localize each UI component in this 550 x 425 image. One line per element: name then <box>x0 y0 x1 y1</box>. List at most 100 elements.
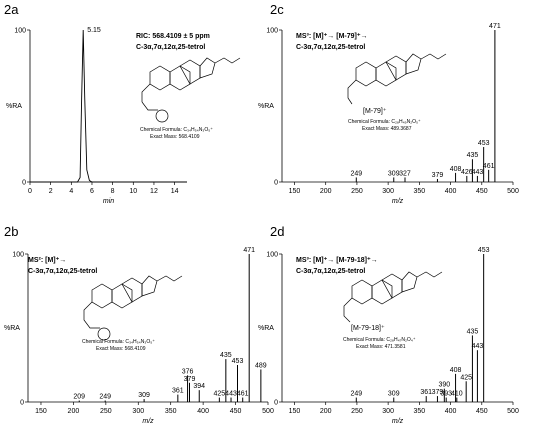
y-tick-label: 100 <box>266 28 278 35</box>
x-axis-label: m/z <box>392 198 404 205</box>
y-tick-label: 100 <box>12 252 24 259</box>
x-tick-label: 10 <box>129 188 137 195</box>
x-axis-label: min <box>103 198 114 205</box>
peak-label: 209 <box>73 394 85 401</box>
x-tick-label: 0 <box>28 188 32 195</box>
peak-label: 379 <box>432 172 444 179</box>
peak-label: 390 <box>438 382 450 389</box>
peak-label: 249 <box>350 391 362 398</box>
peak-label: 489 <box>255 362 267 369</box>
annotation-2d-line1: MS³: [M]⁺→ [M-79-18]⁺→ <box>296 257 378 264</box>
x-tick-label: 250 <box>100 408 112 415</box>
y-tick-label: 100 <box>14 28 26 35</box>
peak-label: 461 <box>237 391 249 398</box>
peak-label: 471 <box>489 23 501 30</box>
x-tick-label: 250 <box>351 408 363 415</box>
peak-label: 435 <box>220 352 232 359</box>
annotation-2b-line1: MS²: [M]⁺→ <box>28 257 66 264</box>
formula-2c: Chemical Formula: C₂₈H₄₉N₂O₅⁺ <box>348 119 421 125</box>
x-tick-label: 300 <box>132 408 144 415</box>
x-tick-label: 6 <box>90 188 94 195</box>
x-axis-label: m/z <box>392 418 404 425</box>
structure-2d <box>343 271 443 323</box>
x-tick-label: 350 <box>414 188 426 195</box>
chromatogram-panel-2a: 0 100 %RA 0 2 4 6 8 10 12 14 min 5.15 <box>6 27 187 205</box>
x-tick-label: 400 <box>197 408 209 415</box>
peak-label: 393 <box>440 391 452 398</box>
peak-label: 453 <box>478 247 490 254</box>
x-tick-label: 200 <box>320 408 332 415</box>
peak-label: 408 <box>450 367 462 374</box>
x-tick-label: 350 <box>414 408 426 415</box>
mass-2b: Exact Mass: 568.4109 <box>96 346 146 352</box>
x-tick-label: 300 <box>382 188 394 195</box>
formula-2a: Chemical Formula: C₃₄H₅₄N₃O₅⁺ <box>140 127 213 133</box>
spectrum-panel-2d: 0 100 %RA 150 200 250 300 350 400 450 500 m/z 249 309… <box>258 247 519 425</box>
annotation-2d-line2: C-3α,7α,12α,25-tetrol <box>296 268 365 275</box>
peak-label: 309 <box>388 170 400 177</box>
y-axis-label: %RA <box>6 103 22 110</box>
peak-label: 376 <box>182 368 194 375</box>
y-tick-label: 0 <box>274 400 278 407</box>
x-tick-label: 300 <box>382 408 394 415</box>
x-tick-label: 200 <box>320 188 332 195</box>
structure-2b <box>83 275 183 341</box>
x-tick-label: 150 <box>289 408 301 415</box>
mass-2c: Exact Mass: 489.3687 <box>362 126 412 132</box>
x-tick-label: 250 <box>351 188 363 195</box>
structure-2a <box>141 57 241 123</box>
peak-label: 461 <box>483 163 495 170</box>
y-axis-label: %RA <box>4 325 20 332</box>
peak-label: 249 <box>350 170 362 177</box>
x-tick-label: 200 <box>68 408 80 415</box>
peak-label: 379 <box>184 376 196 383</box>
x-tick-label: 8 <box>111 188 115 195</box>
structure-2c <box>347 53 447 105</box>
annotation-2c-line2: C-3α,7α,12α,25-tetrol <box>296 44 365 51</box>
peak-label: 453 <box>478 140 490 147</box>
x-tick-label: 150 <box>289 188 301 195</box>
x-axis-label: m/z <box>142 418 154 425</box>
x-tick-label: 350 <box>165 408 177 415</box>
x-tick-label: 500 <box>507 188 519 195</box>
peak-label: 249 <box>99 394 111 401</box>
x-tick-label: 500 <box>262 408 274 415</box>
peak-label: 443 <box>472 343 484 350</box>
peak-label: 361 <box>420 389 432 396</box>
peak-label: 443 <box>225 391 237 398</box>
panel-label-2b: 2b <box>4 224 18 239</box>
peak-label: 425 <box>214 391 226 398</box>
peak-label: 453 <box>232 358 244 365</box>
x-tick-label: 12 <box>150 188 158 195</box>
peak-label: 5.15 <box>87 27 101 34</box>
y-tick-label: 0 <box>22 180 26 187</box>
peak-label: 379 <box>432 389 444 396</box>
formula-2b: Chemical Formula: C₃₄H₅₄N₃O₅⁺ <box>82 339 155 345</box>
peak-label: 361 <box>172 388 184 395</box>
spectrum-panel-2c: 0 100 %RA 150 200 250 300 350 400 450 500 m/z 249 309… <box>258 23 519 205</box>
y-tick-label: 100 <box>266 252 278 259</box>
annotation-2a-line2: C-3α,7α,12α,25-tetrol <box>136 44 205 51</box>
peak-label: 471 <box>243 247 255 254</box>
x-tick-label: 450 <box>476 188 488 195</box>
peak-label: 443 <box>472 169 484 176</box>
peak-label: 425 <box>460 374 472 381</box>
peak-label: 327 <box>399 170 411 177</box>
x-tick-label: 450 <box>230 408 242 415</box>
x-tick-label: 14 <box>171 188 179 195</box>
peak-label: 435 <box>467 152 479 159</box>
spectrum-panel-2b: 0 100 %RA 150 200 250 300 350 400 450 500 m/z 209 249… <box>4 247 274 425</box>
peak-label: 410 <box>451 391 463 398</box>
panel-label-2d: 2d <box>270 224 284 239</box>
peak-label: 309 <box>388 391 400 398</box>
y-axis-label: %RA <box>258 103 274 110</box>
formula-2d: Chemical Formula: C₂₈H₄₇N₂O₄⁺ <box>343 337 416 343</box>
annotation-2b-line2: C-3α,7α,12α,25-tetrol <box>28 268 97 275</box>
x-tick-label: 2 <box>49 188 53 195</box>
x-tick-label: 150 <box>35 408 47 415</box>
chromatogram-trace <box>30 29 187 183</box>
x-tick-label: 400 <box>445 188 457 195</box>
ion-label-2c: [M-79]⁺ <box>363 108 387 115</box>
peak-label: 426 <box>461 169 473 176</box>
